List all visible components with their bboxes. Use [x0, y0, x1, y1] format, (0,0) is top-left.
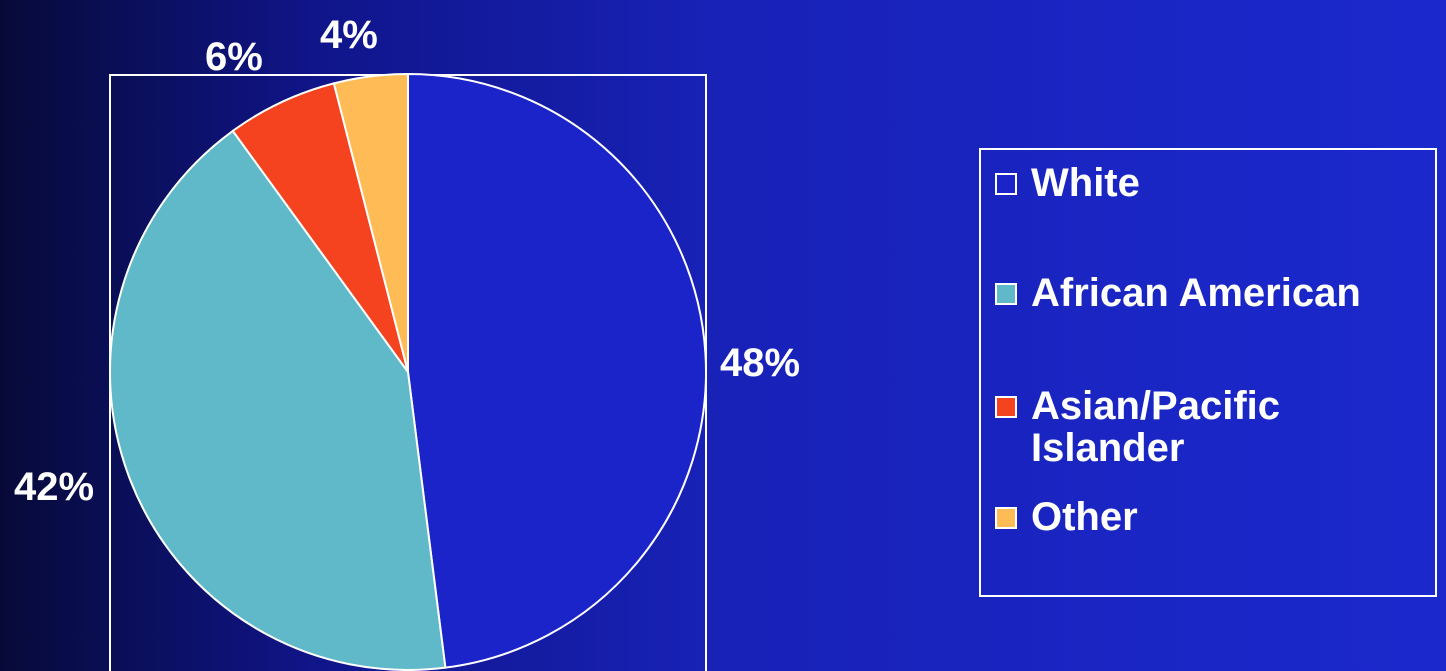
pie-slices — [109, 72, 707, 671]
pie-slice-african-american — [109, 129, 447, 671]
legend-swatch-other — [995, 507, 1017, 529]
legend-swatch-white — [995, 173, 1017, 195]
slice-label-white: 48% — [720, 341, 801, 385]
legend-label-african-american: African American — [1031, 271, 1361, 315]
legend: White African American Asian/Pacific Isl… — [979, 148, 1437, 597]
pie-slice-other — [332, 72, 409, 373]
legend-swatch-african-american — [995, 283, 1017, 305]
legend-label-white: White — [1031, 161, 1140, 205]
pie-slice-white — [407, 72, 707, 669]
slice-label-other: 4% — [320, 13, 378, 57]
slice-label-asian-pacific-islander: 6% — [205, 35, 263, 79]
legend-label-other: Other — [1031, 495, 1138, 539]
legend-label-asian-pacific-islander: Asian/Pacific Islander — [1031, 384, 1281, 470]
legend-swatch-asian-pacific-islander — [995, 396, 1017, 418]
slice-label-african-american: 42% — [14, 465, 95, 509]
